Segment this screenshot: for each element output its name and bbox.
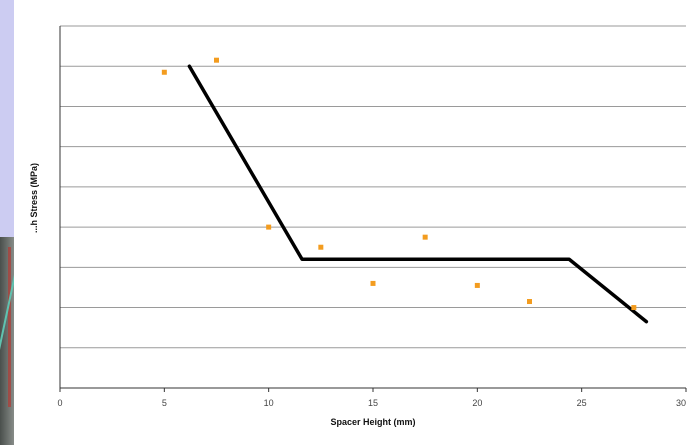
x-tick-label: 25 <box>577 398 587 408</box>
data-points <box>161 57 637 311</box>
data-point <box>161 69 167 75</box>
photo-streak <box>8 247 11 407</box>
grid-lines <box>60 25 686 389</box>
x-tick-label: 20 <box>472 398 482 408</box>
x-tick-labels: 0 5 10 15 20 25 30 <box>57 388 687 408</box>
fit-line <box>187 64 649 324</box>
x-tick-label: 5 <box>162 398 167 408</box>
data-point <box>631 305 637 311</box>
data-point <box>370 280 376 286</box>
data-point <box>318 244 324 250</box>
x-axis-title: Spacer Height (mm) <box>330 417 415 427</box>
data-point <box>422 234 428 240</box>
x-tick-label: 15 <box>368 398 378 408</box>
x-tick-label: 30 <box>676 398 686 408</box>
x-tick-label: 0 <box>57 398 62 408</box>
x-tick-label: 10 <box>264 398 274 408</box>
data-point <box>527 299 532 305</box>
data-point <box>266 224 272 230</box>
y-axis-title: ...h Stress (MPa) <box>29 163 39 233</box>
fit-lines <box>187 64 649 324</box>
data-point <box>214 57 219 63</box>
chart-panel <box>14 0 694 445</box>
data-point <box>474 282 480 288</box>
